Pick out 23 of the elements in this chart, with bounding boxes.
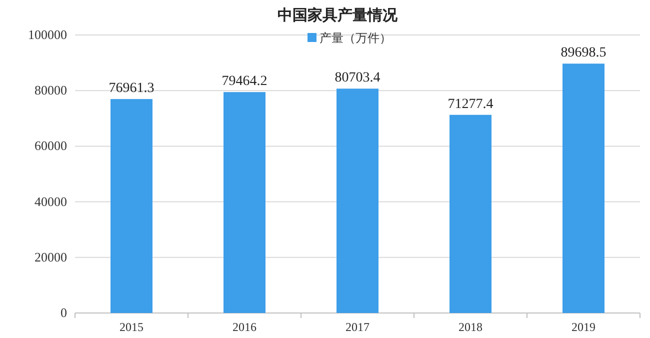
y-tick-label: 40000 (34, 194, 67, 209)
bar (110, 99, 152, 313)
y-tick-label: 0 (60, 305, 67, 320)
data-label: 89698.5 (560, 46, 606, 61)
chart-title: 中国家具产量情况 (278, 6, 398, 24)
y-tick-label: 100000 (28, 27, 67, 42)
x-tick-label: 2019 (572, 320, 596, 334)
bar (450, 114, 492, 313)
y-tick-label: 60000 (34, 138, 67, 154)
x-tick-label: 2018 (458, 320, 482, 334)
bar (562, 64, 604, 313)
data-label: 71277.4 (448, 96, 494, 112)
data-label: 80703.4 (334, 70, 380, 86)
bar (336, 88, 378, 313)
data-label: 76961.3 (108, 81, 154, 96)
y-tick-label: 20000 (34, 249, 67, 264)
bar (224, 92, 266, 313)
y-tick-label: 80000 (34, 82, 67, 98)
x-tick-label: 2017 (346, 320, 370, 334)
legend-label: 产量（万件） (320, 31, 392, 45)
x-tick-label: 2016 (232, 320, 256, 334)
data-label: 79464.2 (222, 74, 268, 90)
x-tick-label: 2015 (120, 320, 144, 334)
